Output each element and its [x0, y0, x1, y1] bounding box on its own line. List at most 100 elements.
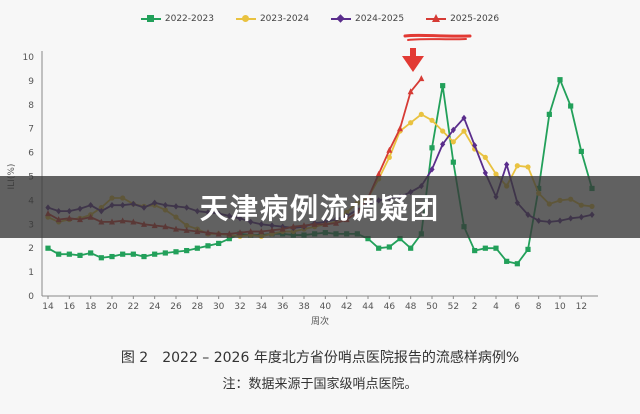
x-tick-label: 12: [576, 302, 587, 312]
data-point: [578, 148, 584, 155]
data-point: [88, 250, 94, 256]
y-tick-label: 0: [28, 292, 34, 302]
legend-item: 2024-2025: [331, 14, 404, 24]
data-point: [450, 126, 456, 134]
data-point: [557, 77, 563, 83]
x-tick-label: 44: [362, 302, 374, 312]
data-point: [173, 249, 179, 255]
data-point: [45, 245, 51, 251]
legend-label: 2023-2024: [259, 14, 309, 24]
legend-label: 2024-2025: [355, 14, 405, 24]
data-point: [397, 125, 403, 132]
x-tick-label: 20: [106, 302, 118, 312]
data-point: [184, 247, 190, 254]
data-point: [429, 166, 435, 173]
data-point: [525, 164, 531, 170]
data-point: [56, 251, 62, 257]
data-point: [514, 261, 520, 267]
legend-item: 2023-2024: [235, 14, 309, 24]
red-underline-annotation: [403, 33, 472, 38]
y-tick-label: 7: [28, 125, 34, 135]
data-point: [386, 146, 393, 153]
legend-item: 2025-2026: [426, 14, 499, 24]
y-tick-label: 9: [28, 77, 34, 87]
y-tick-label: 8: [28, 101, 34, 111]
x-tick-label: 24: [149, 302, 161, 312]
data-point: [493, 245, 499, 251]
x-tick-label: 50: [426, 302, 438, 312]
ili-line-chart: 0123456789101416182022242628303234363840…: [0, 14, 640, 327]
data-point: [482, 154, 488, 160]
data-point: [397, 236, 403, 242]
data-point: [152, 251, 158, 257]
data-point: [440, 83, 446, 89]
data-point: [130, 251, 136, 257]
x-tick-label: 38: [298, 302, 310, 312]
data-point: [472, 142, 478, 149]
x-tick-label: 18: [85, 302, 97, 312]
data-point: [408, 245, 414, 251]
chart-legend: 2022-2023 2023-2024 2024-2025 2025-2026: [0, 14, 640, 24]
data-point: [120, 251, 126, 257]
x-tick-label: 2: [472, 302, 478, 312]
data-point: [472, 247, 478, 254]
x-tick-label: 42: [341, 302, 352, 312]
data-point: [546, 111, 552, 117]
legend-swatch: [426, 14, 447, 24]
data-point: [482, 169, 488, 177]
y-tick-label: 1: [28, 268, 34, 278]
data-point: [109, 253, 115, 260]
x-tick-label: 26: [170, 302, 182, 312]
x-tick-label: 46: [384, 302, 396, 312]
x-tick-label: 40: [320, 302, 332, 312]
data-point: [375, 170, 382, 177]
data-point: [450, 159, 456, 165]
data-point: [66, 251, 72, 257]
data-point: [429, 145, 435, 151]
legend-swatch: [235, 14, 256, 24]
figure-note: 注：数据来源于国家级哨点医院。: [222, 377, 418, 392]
x-tick-label: 10: [554, 302, 566, 312]
data-point: [365, 236, 371, 242]
data-point: [98, 255, 104, 261]
data-point: [525, 246, 531, 252]
legend-swatch: [331, 14, 351, 24]
legend-label: 2025-2026: [450, 14, 500, 24]
data-point: [440, 128, 446, 134]
y-tick-label: 10: [23, 53, 35, 63]
data-point: [493, 171, 499, 177]
x-tick-label: 14: [42, 302, 54, 312]
data-point: [418, 111, 424, 117]
x-tick-label: 28: [192, 302, 204, 312]
data-point: [429, 117, 435, 123]
data-point: [504, 161, 510, 168]
data-point: [482, 245, 488, 251]
data-point: [376, 245, 382, 251]
data-point: [386, 244, 392, 250]
x-tick-label: 34: [256, 302, 268, 312]
legend-swatch: [140, 14, 161, 24]
title-overlay-banner: 天津病例流调疑团: [0, 176, 640, 238]
data-point: [77, 252, 83, 258]
data-point: [440, 141, 446, 148]
x-tick-label: 48: [405, 302, 417, 312]
x-tick-label: 22: [128, 302, 139, 312]
y-tick-label: 2: [28, 244, 34, 254]
data-point: [450, 139, 456, 145]
y-tick-label: 6: [28, 149, 34, 159]
red-underline-annotation-2: [407, 38, 467, 41]
data-point: [141, 253, 147, 260]
chart-axes: 0123456789101416182022242628303234363840…: [7, 51, 598, 327]
x-tick-label: 52: [448, 302, 459, 312]
data-point: [205, 243, 211, 249]
x-tick-label: 16: [64, 302, 76, 312]
data-point: [226, 236, 232, 242]
data-point: [194, 245, 200, 251]
x-tick-label: 32: [234, 302, 245, 312]
data-point: [418, 75, 425, 82]
data-point: [461, 114, 467, 122]
legend-label: 2022-2023: [164, 14, 214, 24]
data-point: [407, 88, 414, 95]
x-tick-label: 4: [493, 302, 499, 312]
x-axis-label: 周次: [311, 315, 329, 327]
